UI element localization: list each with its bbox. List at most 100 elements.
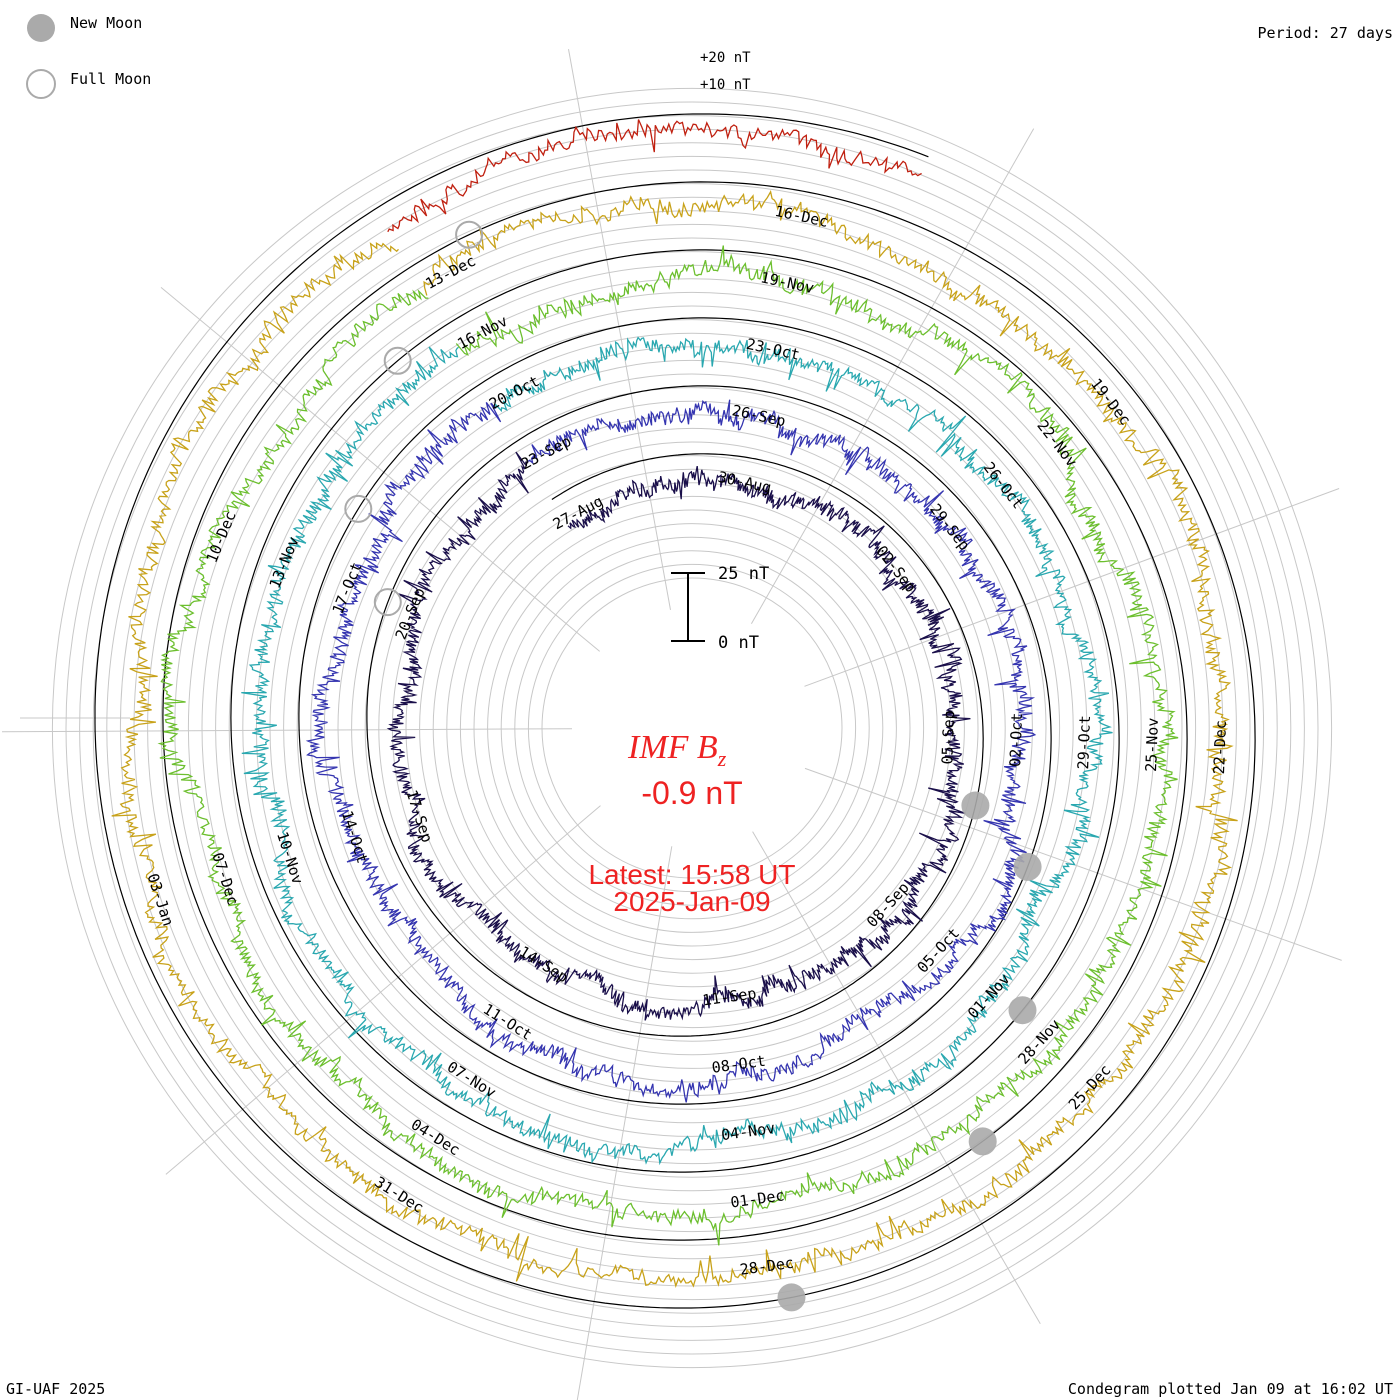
date-label: 25-Dec xyxy=(1065,1061,1115,1113)
range-label-10: +10 nT xyxy=(700,77,751,93)
new-moon-marker xyxy=(777,1283,806,1312)
center-value: -0.9 nT xyxy=(641,775,742,811)
grid-ring xyxy=(242,278,1142,1178)
new-moon-marker xyxy=(1008,996,1037,1025)
date-label: 07-Nov xyxy=(444,1058,499,1102)
date-label: 04-Dec xyxy=(408,1115,463,1159)
grid-ring xyxy=(310,346,1074,1110)
full-moon-icon xyxy=(26,69,56,99)
grid-ring xyxy=(79,115,1305,1341)
full-moon-marker xyxy=(383,346,412,375)
new-moon-marker xyxy=(1013,852,1042,881)
date-label: 13-Nov xyxy=(266,534,303,591)
grid-ring xyxy=(92,128,1292,1328)
new-moon-label: New Moon xyxy=(70,14,142,32)
grid-ring xyxy=(459,495,925,961)
grid-ring xyxy=(432,468,952,988)
date-label: 02-Oct xyxy=(1006,712,1026,767)
grid-ring xyxy=(51,87,1333,1369)
full-moon-label: Full Moon xyxy=(70,70,151,88)
grid-ring xyxy=(187,223,1197,1233)
trace-27-Aug xyxy=(386,451,971,1021)
trace-16-Nov xyxy=(157,245,1179,1246)
new-moon-icon xyxy=(27,14,55,42)
spoke xyxy=(568,49,671,610)
grid-ring xyxy=(500,536,884,920)
date-label: 01-Nov xyxy=(964,970,1014,1022)
date-label: 25-Nov xyxy=(1142,717,1162,772)
date-label: 10-Dec xyxy=(203,508,240,565)
spoke xyxy=(804,488,1340,687)
new-moon-marker xyxy=(968,1127,997,1156)
latest-time: Latest: 15:58 UT xyxy=(588,859,795,890)
date-label: 11-Oct xyxy=(480,1000,535,1044)
zero-baseline xyxy=(94,113,1256,1309)
grid-ring xyxy=(119,155,1265,1301)
date-label: 08-Oct xyxy=(711,1052,767,1077)
grid-ring xyxy=(419,455,965,1001)
grid-ring xyxy=(514,550,870,906)
date-label: 19-Nov xyxy=(759,268,816,297)
grid-ring xyxy=(364,400,1020,1056)
trace-23-Sep xyxy=(305,399,1037,1103)
latest-date: 2025-Jan-09 xyxy=(613,886,770,917)
grid-ring xyxy=(391,427,993,1029)
center-title-main: IMF B xyxy=(627,729,718,766)
grid-ring xyxy=(446,482,938,974)
grid-ring xyxy=(527,563,857,893)
moon-markers xyxy=(344,220,1042,1312)
grid-ring xyxy=(147,183,1237,1273)
grid-ring xyxy=(323,359,1061,1097)
grid-ring xyxy=(337,373,1047,1083)
date-label: 05-Sep xyxy=(938,710,958,765)
full-moon-marker xyxy=(373,588,402,617)
date-label: 29-Oct xyxy=(1074,715,1094,770)
date-label: 22-Dec xyxy=(1210,720,1230,775)
credit-label: GI-UAF 2025 xyxy=(6,1380,105,1398)
range-label-20: +20 nT xyxy=(700,50,751,66)
spoke xyxy=(165,805,601,1175)
grid-ring xyxy=(106,142,1278,1314)
center-title-sub: z xyxy=(717,746,727,771)
grid-ring xyxy=(351,387,1033,1069)
date-label: 01-Dec xyxy=(729,1186,785,1211)
date-label: 04-Nov xyxy=(720,1119,776,1144)
spoke xyxy=(750,128,1035,625)
date-label: 17-Sep xyxy=(402,788,436,845)
spoke xyxy=(1,728,573,733)
date-label: 23-Sep xyxy=(518,432,574,473)
data-traces xyxy=(111,119,1238,1288)
grid-ring xyxy=(174,210,1210,1246)
trace-13-Dec xyxy=(111,189,1238,1288)
date-label: 14-Oct xyxy=(338,809,372,866)
full-moon-marker xyxy=(455,220,484,249)
trace-20-Oct xyxy=(241,336,1113,1166)
date-label: 14-Sep xyxy=(516,942,571,986)
full-moon-marker xyxy=(344,494,373,523)
grid-ring xyxy=(378,414,1006,1042)
period-label: Period: 27 days xyxy=(1258,24,1393,42)
grid-ring xyxy=(201,237,1183,1219)
grid-ring xyxy=(541,577,843,879)
grid-ring xyxy=(255,291,1129,1165)
plotted-label: Condegram plotted Jan 09 at 16:02 UT xyxy=(1068,1380,1393,1398)
spoke xyxy=(160,287,601,652)
grid-ring xyxy=(296,332,1088,1124)
spokes xyxy=(1,49,1342,1400)
baseline-rings xyxy=(94,113,1256,1309)
date-label: 03-Jan xyxy=(144,871,178,928)
grid-ring xyxy=(283,319,1101,1137)
trace-06-Jan xyxy=(387,119,922,233)
scale-bottom-label: 0 nT xyxy=(718,633,759,653)
date-label: 28-Dec xyxy=(739,1254,795,1279)
spoke xyxy=(576,846,673,1400)
grid-ring xyxy=(487,523,897,933)
spoke xyxy=(752,831,1041,1324)
grid-ring xyxy=(133,169,1251,1287)
scale-top-label: 25 nT xyxy=(718,564,769,584)
grid-ring xyxy=(405,441,979,1015)
date-label: 16-Dec xyxy=(773,202,830,231)
grid-ring xyxy=(473,509,911,947)
new-moon-marker xyxy=(961,791,990,820)
